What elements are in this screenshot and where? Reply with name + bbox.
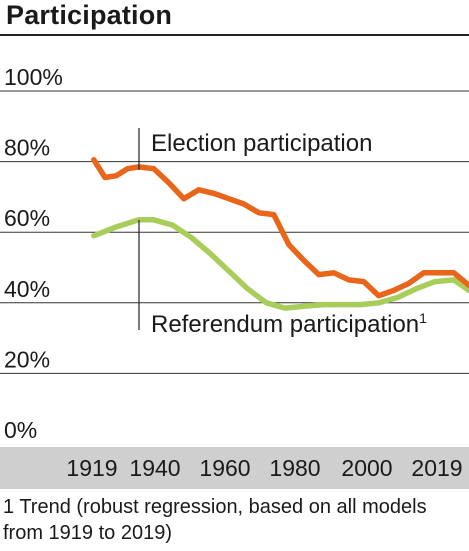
x-tick-label: 1940 <box>129 455 180 481</box>
x-axis-band <box>0 447 469 489</box>
referendum-annotation-text: Referendum participation <box>151 311 419 338</box>
election-line <box>91 157 469 299</box>
x-tick-label: 2000 <box>341 455 392 481</box>
title-rule <box>0 34 469 36</box>
x-tick-label: 2019 <box>411 455 462 481</box>
y-tick-label: 100% <box>4 64 63 90</box>
referendum-annotation-label: Referendum participation1 <box>151 310 427 338</box>
referendum-line <box>91 217 469 311</box>
x-tick-label: 1980 <box>269 455 320 481</box>
x-tick-labels: 1919 1940 1960 1980 2000 2019 <box>66 455 462 481</box>
y-tick-label: 20% <box>4 346 50 372</box>
y-tick-label: 60% <box>4 205 50 231</box>
y-tick-label: 80% <box>4 135 50 161</box>
footnote: 1 Trend (robust regression, based on all… <box>3 496 427 544</box>
y-tick-label: 0% <box>4 417 37 443</box>
y-tick-labels: 100% 80% 60% 40% 20% 0% <box>4 64 63 443</box>
election-annotation-label: Election participation <box>151 130 372 157</box>
x-tick-label: 1960 <box>199 455 250 481</box>
gridlines <box>0 90 469 374</box>
y-tick-label: 40% <box>4 276 50 302</box>
series-lines <box>91 157 469 311</box>
chart-title: Participation <box>6 0 173 30</box>
participation-chart: 100% 80% 60% 40% 20% 0% 1919 1940 1960 1980 2000 2… <box>0 64 469 489</box>
x-tick-label: 1919 <box>66 455 117 481</box>
footnote-mark: 1 <box>419 310 427 326</box>
